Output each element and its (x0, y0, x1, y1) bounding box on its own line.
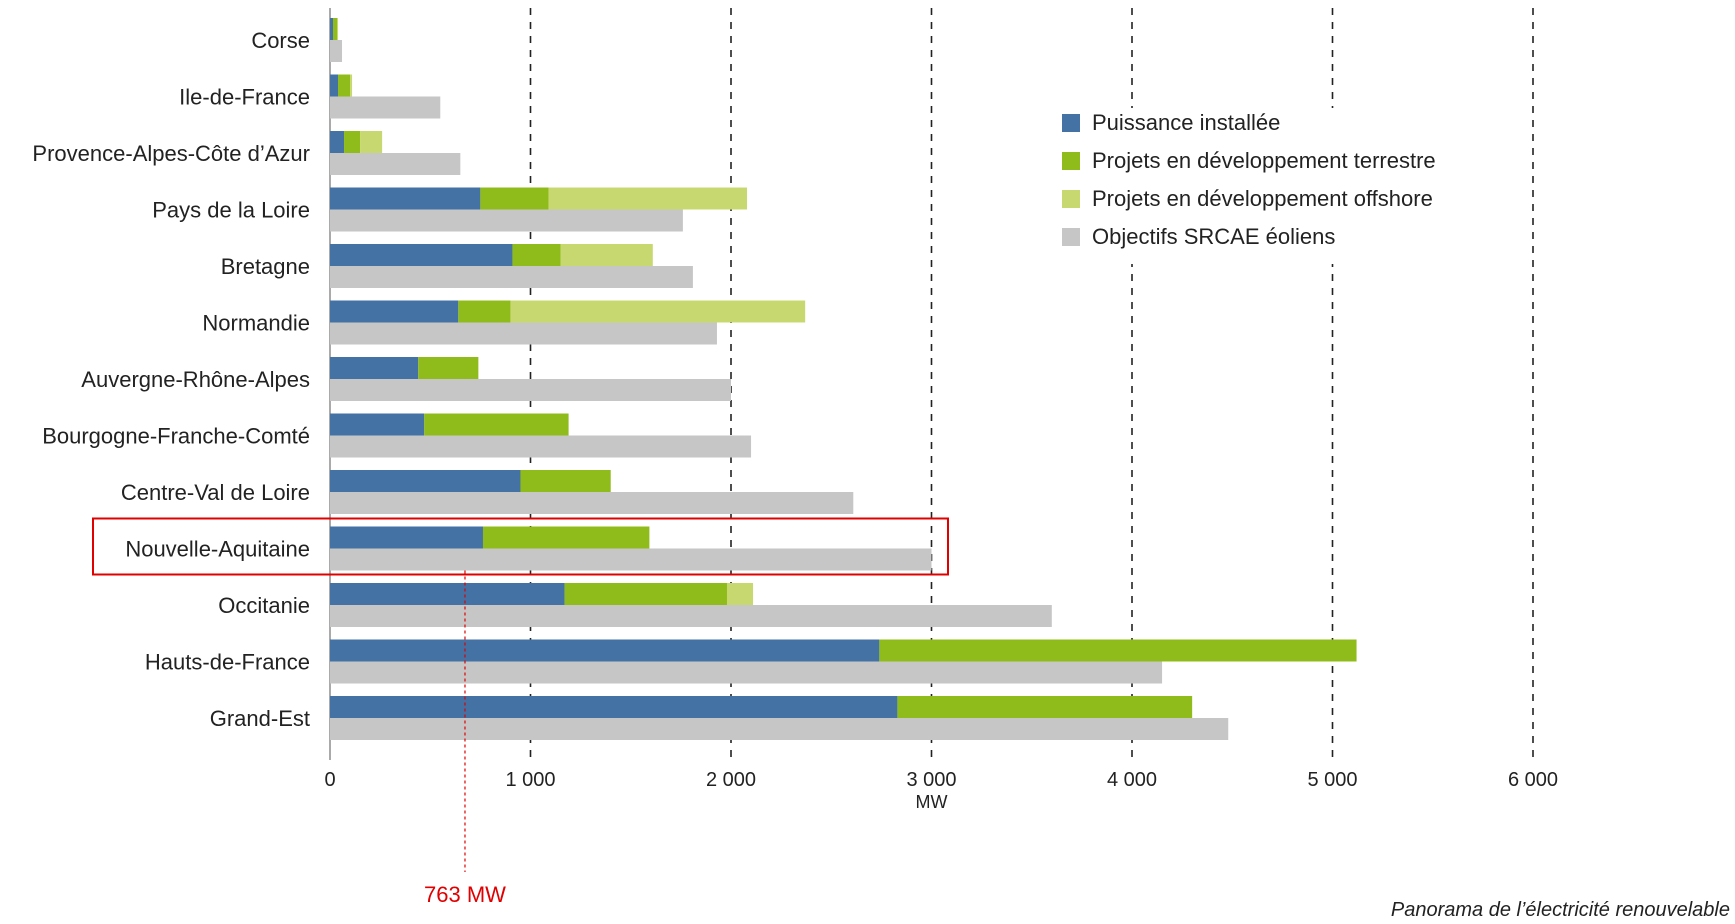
bar-1-1 (338, 74, 351, 97)
bar-0-4 (330, 244, 513, 266)
bar-1-2 (344, 131, 361, 153)
bar-0-7 (330, 413, 425, 436)
category-labels: Corse Ile-de-France Provence-Alpes-Côte d’… (32, 28, 310, 731)
source-caption: Panorama de l’électricité renouvelable (1391, 899, 1730, 921)
legend-swatch (1062, 228, 1080, 246)
bar-1-12 (897, 696, 1193, 718)
category-label: Bourgogne-Franche-Comté (42, 424, 310, 449)
bar-2-2 (360, 131, 383, 153)
bar-target-11 (330, 661, 1163, 684)
bar-target-5 (330, 322, 717, 345)
bar-target-9 (330, 548, 932, 571)
category-label: Auvergne-Rhône-Alpes (81, 367, 310, 392)
category-label: Bretagne (221, 254, 310, 279)
bar-0-5 (330, 300, 459, 323)
bar-1-7 (424, 413, 569, 436)
bar-target-3 (330, 209, 683, 232)
category-label: Corse (251, 28, 310, 53)
category-label: Provence-Alpes-Côte d’Azur (32, 141, 310, 166)
category-label: Nouvelle-Aquitaine (125, 537, 310, 562)
x-tick-labels: 0 1 000 2 000 3 000 4 000 5 000 6 000 (324, 769, 1558, 791)
category-label: Hauts-de-France (145, 650, 310, 675)
bar-target-10 (330, 605, 1052, 627)
bar-0-9 (330, 526, 483, 549)
category-label: Centre-Val de Loire (121, 480, 310, 505)
category-label: Grand-Est (210, 706, 310, 731)
bar-0-0 (330, 18, 334, 40)
bar-1-9 (482, 526, 650, 549)
bar-0-3 (330, 187, 481, 210)
bar-1-0 (333, 18, 338, 40)
annotation-label: 763 MW (424, 882, 506, 907)
bar-target-6 (330, 379, 731, 401)
legend-swatch (1062, 114, 1080, 132)
x-tick-label: 1 000 (505, 769, 555, 791)
x-axis-title: MW (916, 792, 948, 812)
legend-swatch (1062, 152, 1080, 170)
bar-0-2 (330, 131, 345, 153)
category-label: Occitanie (218, 593, 310, 618)
x-tick-label: 5 000 (1307, 769, 1357, 791)
bar-1-3 (480, 187, 549, 210)
bar-target-2 (330, 153, 461, 175)
legend-label: Puissance installée (1092, 110, 1280, 135)
x-tick-label: 4 000 (1107, 769, 1157, 791)
bar-1-8 (520, 470, 611, 492)
bar-0-8 (330, 470, 521, 492)
bar-target-1 (330, 96, 441, 119)
bar-1-6 (418, 357, 479, 379)
legend-swatch (1062, 190, 1080, 208)
highlight-box (92, 517, 949, 576)
bar-target-12 (330, 718, 1229, 740)
bar-0-1 (330, 74, 339, 97)
x-tick-label: 6 000 (1508, 769, 1558, 791)
bar-1-4 (512, 244, 561, 266)
category-label: Normandie (202, 311, 310, 336)
x-tick-label: 0 (324, 769, 335, 791)
bar-2-0 (337, 18, 339, 40)
bar-0-10 (330, 583, 565, 605)
category-label: Ile-de-France (179, 85, 310, 110)
bar-2-4 (560, 244, 653, 266)
bar-target-0 (330, 40, 343, 62)
bar-1-10 (564, 583, 727, 605)
legend: Puissance installée Projets en développem… (1054, 108, 1484, 264)
bar-target-7 (330, 435, 752, 458)
legend-label: Projets en développement offshore (1092, 186, 1433, 211)
legend-label: Projets en développement terrestre (1092, 148, 1436, 173)
bar-2-1 (350, 74, 353, 97)
bar-1-5 (458, 300, 511, 323)
bar-0-6 (330, 357, 419, 379)
bar-target-8 (330, 492, 854, 514)
x-tick-label: 2 000 (706, 769, 756, 791)
legend-label: Objectifs SRCAE éoliens (1092, 224, 1335, 249)
x-tick-label: 3 000 (906, 769, 956, 791)
annotation: 763 MW (92, 517, 949, 907)
bar-0-12 (330, 696, 898, 718)
bar-target-4 (330, 266, 693, 288)
bar-2-10 (726, 583, 754, 605)
bar-0-11 (330, 639, 880, 662)
bar-2-3 (548, 187, 748, 210)
bars (330, 18, 1357, 740)
bar-1-11 (879, 639, 1357, 662)
legend-background (1054, 108, 1484, 264)
bar-2-5 (510, 300, 806, 323)
category-label: Pays de la Loire (152, 198, 310, 223)
